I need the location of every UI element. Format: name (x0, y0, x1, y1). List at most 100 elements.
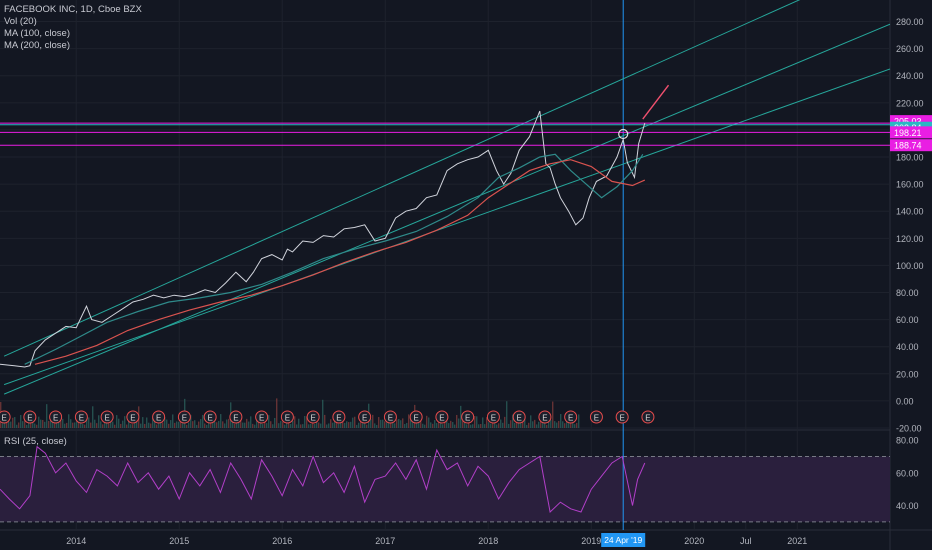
volume-bar (426, 415, 428, 428)
volume-bar (488, 422, 490, 428)
rsi-y-tick-label: 80.00 (896, 436, 919, 446)
y-tick-label: 180.00 (896, 153, 924, 163)
volume-bar (346, 421, 348, 428)
volume-bar (66, 422, 68, 428)
volume-bar (100, 421, 102, 428)
volume-bar (236, 422, 238, 428)
volume-bar (190, 415, 192, 428)
series-line-price (0, 110, 646, 368)
x-tick-label: 2014 (66, 536, 86, 546)
earnings-marker (100, 410, 114, 424)
volume-bar (344, 422, 346, 428)
volume-bar (406, 422, 408, 428)
y-tick-label: 260.00 (896, 44, 924, 54)
earnings-label: E (568, 414, 573, 423)
volume-bar (110, 421, 112, 428)
volume-bar (332, 422, 334, 428)
volume-bar (124, 416, 126, 428)
earnings-label: E (465, 414, 470, 423)
y-tick-label: 140.00 (896, 207, 924, 217)
volume-bar (126, 424, 128, 428)
earnings-label: E (310, 414, 315, 423)
volume-bar (188, 422, 190, 428)
volume-bar (420, 416, 422, 428)
y-tick-label: 40.00 (896, 342, 919, 352)
volume-bar (256, 415, 258, 428)
earnings-label: E (413, 414, 418, 423)
volume-bar (568, 419, 570, 428)
volume-bar (210, 419, 212, 428)
volume-bar (314, 424, 316, 428)
volume-bar (164, 417, 166, 428)
volume-bar (358, 422, 360, 428)
earnings-label: E (516, 414, 521, 423)
volume-bar (388, 420, 390, 428)
x-tick-label: 2017 (375, 536, 395, 546)
volume-bar (440, 421, 442, 428)
volume-bar (522, 417, 524, 428)
volume-bar (436, 423, 438, 428)
volume-bar (28, 421, 30, 428)
volume-bar (60, 420, 62, 428)
volume-bar (324, 414, 326, 428)
volume-bar (128, 418, 130, 428)
volume-bar (202, 414, 204, 428)
volume-bar (452, 422, 454, 428)
volume-bar (564, 423, 566, 428)
earnings-marker (486, 410, 500, 424)
volume-bar (186, 424, 188, 428)
volume-bar (550, 419, 552, 428)
volume-bar (400, 420, 402, 428)
volume-bar (266, 423, 268, 428)
volume-bar (116, 415, 118, 428)
volume-bar (384, 421, 386, 428)
volume-bar (560, 414, 562, 428)
y-tick-label: 120.00 (896, 234, 924, 244)
earnings-label: E (542, 414, 547, 423)
volume-bar (298, 418, 300, 428)
earnings-label: E (79, 414, 84, 423)
volume-bar (8, 421, 10, 428)
volume-bar (92, 406, 94, 428)
rsi-y-tick-label: 40.00 (896, 501, 919, 511)
volume-bar (242, 422, 244, 428)
volume-bar (120, 423, 122, 428)
volume-bar (386, 422, 388, 428)
volume-bar (416, 419, 418, 428)
volume-bar (396, 419, 398, 428)
volume-bar (398, 418, 400, 428)
legend-symbol: FACEBOOK INC, 1D, Cboe BZX (4, 4, 142, 15)
volume-bar (490, 423, 492, 428)
earnings-marker (49, 410, 63, 424)
volume-bar (152, 417, 154, 428)
volume-bar (240, 419, 242, 428)
volume-bar (470, 424, 472, 428)
volume-bar (356, 424, 358, 428)
volume-bar (46, 404, 48, 428)
earnings-marker (126, 410, 140, 424)
volume-bar (22, 421, 24, 428)
volume-bar (546, 424, 548, 428)
volume-bar (228, 418, 230, 428)
volume-bar (142, 417, 144, 428)
volume-bar (170, 420, 172, 428)
earnings-label: E (362, 414, 367, 423)
y-tick-label: 220.00 (896, 98, 924, 108)
volume-bar (140, 423, 142, 428)
series-line-ma100 (24, 153, 644, 365)
volume-bar (450, 420, 452, 428)
earnings-label: E (27, 414, 32, 423)
volume-bar (548, 417, 550, 428)
volume-bar (196, 424, 198, 428)
volume-bar (10, 421, 12, 428)
rsi-line (0, 445, 646, 513)
x-tick-label: 2021 (787, 536, 807, 546)
volume-bar (422, 423, 424, 428)
x-tick-label: 2018 (478, 536, 498, 546)
y-tick-label: 20.00 (896, 369, 919, 379)
earnings-label: E (130, 414, 135, 423)
earnings-label: E (53, 414, 58, 423)
x-tick-label: 2015 (169, 536, 189, 546)
volume-bar (160, 419, 162, 428)
